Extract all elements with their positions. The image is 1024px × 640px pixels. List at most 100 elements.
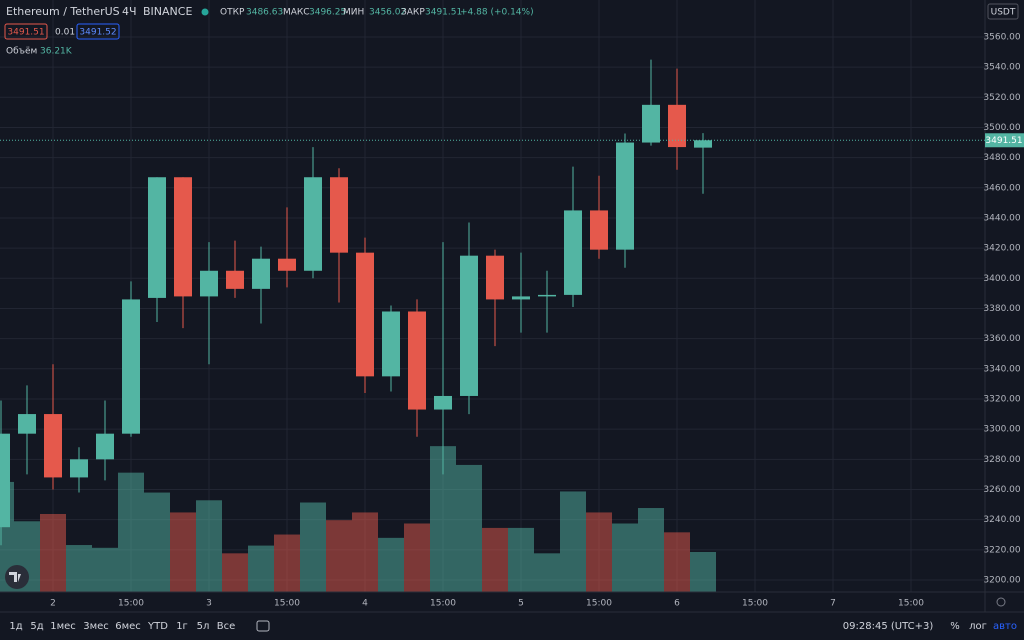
y-tick-label: 3240.00 xyxy=(983,515,1020,525)
candle-body xyxy=(330,177,348,253)
open-value: 3486.63 xyxy=(246,8,283,18)
percent-toggle[interactable]: % xyxy=(950,621,960,632)
auto-toggle[interactable]: авто xyxy=(993,621,1017,632)
candle-body xyxy=(668,104,686,148)
candle-body xyxy=(226,270,244,289)
price-axis: 3200.00 3220.00 3240.00 3260.00 3280.00 3300.… xyxy=(983,32,1020,585)
bid-box[interactable] xyxy=(4,23,48,40)
volume-bar xyxy=(66,545,92,592)
volume-bar xyxy=(404,523,430,592)
y-tick-label: 3280.00 xyxy=(983,455,1020,465)
range-button[interactable]: 5д xyxy=(30,621,43,632)
y-tick-label: 3200.00 xyxy=(983,575,1020,585)
candles xyxy=(0,59,712,546)
volume-bar xyxy=(508,527,534,592)
range-button[interactable]: 6мес xyxy=(115,621,141,632)
status-dot xyxy=(201,8,209,16)
candle-body xyxy=(18,414,36,434)
spread: 0.01 xyxy=(55,28,75,38)
log-toggle[interactable]: лог xyxy=(969,621,987,632)
volume-bar xyxy=(560,491,586,592)
ask-box[interactable] xyxy=(76,23,120,40)
candle-body xyxy=(434,395,452,410)
x-tick-label: 15:00 xyxy=(118,599,144,609)
y-tick-label: 3220.00 xyxy=(983,545,1020,555)
range-button[interactable]: 3мес xyxy=(83,621,109,632)
x-tick-label: 15:00 xyxy=(586,599,612,609)
toolbar: 1д 5д 1мес 3мес 6мес YTD 1г 5л Все xyxy=(9,621,235,632)
volume-bar xyxy=(326,520,352,592)
volume-bar xyxy=(300,502,326,592)
range-button[interactable]: 5л xyxy=(197,621,210,632)
candle-body xyxy=(694,140,712,148)
candle-body xyxy=(538,294,556,297)
clock: 09:28:45 (UTC+3) xyxy=(843,621,934,632)
range-button[interactable]: 1мес xyxy=(50,621,76,632)
x-tick-label: 15:00 xyxy=(898,599,924,609)
candle-body xyxy=(174,177,192,297)
close-label: ЗАКР xyxy=(401,8,425,18)
volume-bar xyxy=(690,551,716,592)
candle-body xyxy=(564,210,582,295)
volume-bar xyxy=(482,527,508,592)
x-tick-label: 15:00 xyxy=(742,599,768,609)
candle-body xyxy=(0,433,10,528)
candle-body xyxy=(616,142,634,250)
y-tick-label: 3340.00 xyxy=(983,364,1020,374)
candle-body xyxy=(460,255,478,396)
open-label: ОТКР xyxy=(220,8,245,18)
settings-icon[interactable] xyxy=(996,597,1006,607)
volume-bar xyxy=(664,532,690,592)
y-tick-label: 3460.00 xyxy=(983,183,1020,193)
range-button[interactable]: 1г xyxy=(176,621,188,632)
volume-pane xyxy=(0,446,716,592)
volume-bar xyxy=(170,512,196,592)
exchange: BINANCE xyxy=(143,5,192,18)
volume-bar xyxy=(378,537,404,592)
last-price-box xyxy=(985,133,1024,148)
date-range-icon[interactable] xyxy=(256,620,270,632)
range-button[interactable]: Все xyxy=(217,621,236,632)
volume-bar xyxy=(638,508,664,592)
range-button[interactable]: 1д xyxy=(9,621,22,632)
y-tick-label: 3520.00 xyxy=(983,93,1020,103)
candle-body xyxy=(200,270,218,297)
y-tick-label: 3360.00 xyxy=(983,334,1020,344)
volume-bar xyxy=(612,523,638,592)
volume-label: Объём xyxy=(6,47,37,57)
candle-body xyxy=(44,414,62,478)
candle-body xyxy=(96,433,114,460)
currency[interactable]: USDT xyxy=(991,8,1016,18)
y-tick-label: 3260.00 xyxy=(983,485,1020,495)
candle-body xyxy=(382,311,400,377)
candle-body xyxy=(408,311,426,410)
volume-bar xyxy=(222,553,248,592)
y-tick-label: 3560.00 xyxy=(983,32,1020,42)
y-tick-label: 3440.00 xyxy=(983,213,1020,223)
currency-box[interactable] xyxy=(987,3,1019,20)
candle-body xyxy=(486,255,504,300)
range-button[interactable]: YTD xyxy=(147,621,168,632)
x-tick-label: 7 xyxy=(830,599,836,609)
candle-body xyxy=(590,210,608,250)
volume-value: 36.21K xyxy=(40,47,73,57)
volume-bar xyxy=(274,534,300,592)
x-tick-label: 15:00 xyxy=(430,599,456,609)
close-value: 3491.51 xyxy=(425,8,462,18)
ask[interactable]: 3491.52 xyxy=(79,28,116,38)
volume-bar xyxy=(40,513,66,592)
candle-body xyxy=(304,177,322,271)
candle-body xyxy=(642,104,660,143)
candle-body xyxy=(148,177,166,298)
candle-body xyxy=(122,299,140,434)
volume-bar xyxy=(92,547,118,592)
time-axis: 2 15:00 3 15:00 4 15:00 5 15:00 6 15:00 7 15:00 xyxy=(50,599,924,609)
x-tick-label: 3 xyxy=(206,599,212,609)
symbol: Ethereum / TetherUS xyxy=(6,5,120,18)
volume-bar xyxy=(196,500,222,592)
y-tick-label: 3400.00 xyxy=(983,274,1020,284)
bid[interactable]: 3491.51 xyxy=(7,28,44,38)
volume-bar xyxy=(352,512,378,592)
